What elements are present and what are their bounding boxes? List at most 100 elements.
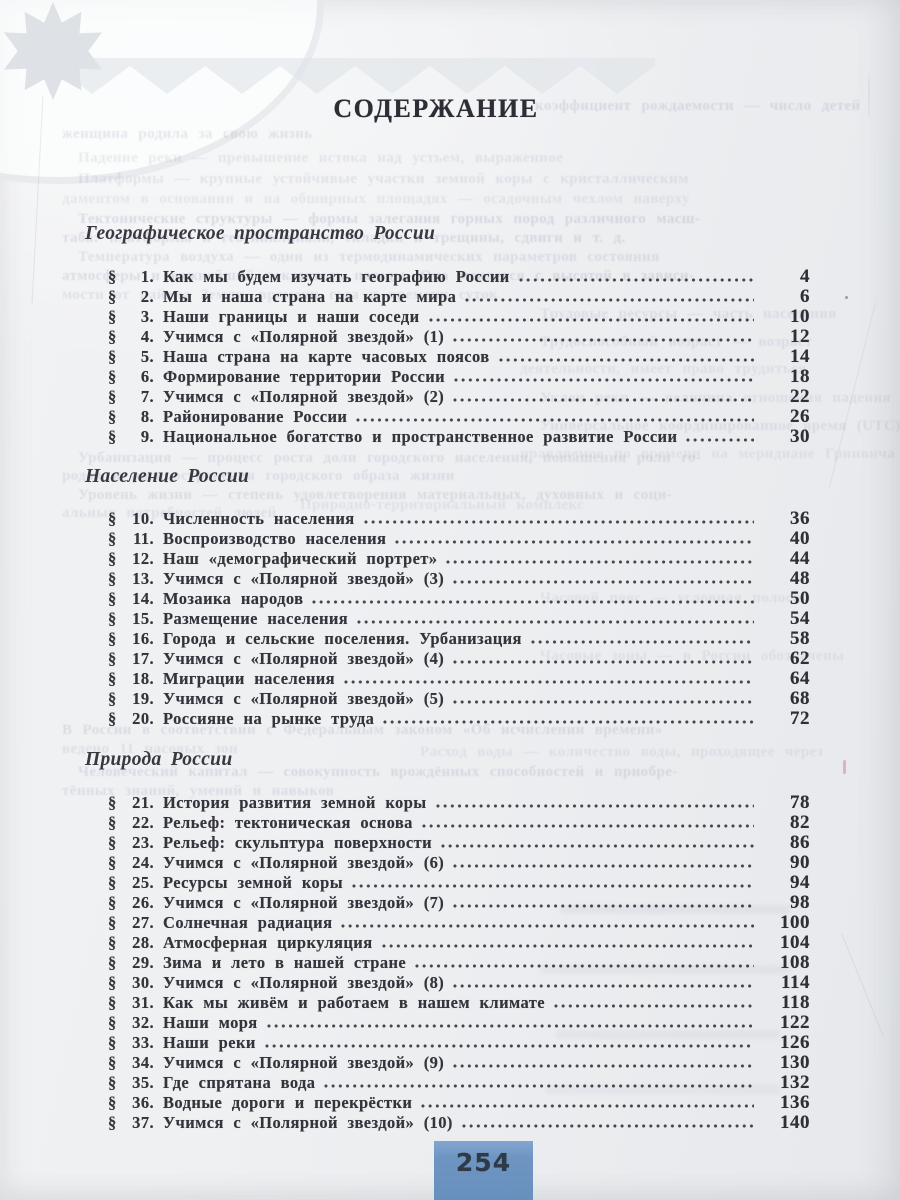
toc-entry: § 26. Учимся с «Полярной звездой» (7) 98 xyxy=(108,892,810,913)
paragraph-symbol: § xyxy=(108,953,117,972)
entry-title: Районирование России xyxy=(163,407,348,426)
entry-number: 13. xyxy=(132,569,154,588)
entry-number: 25. xyxy=(132,873,154,892)
toc-entry: § 2. Мы и наша страна на карте мира 6 xyxy=(108,286,810,307)
paragraph-symbol: § xyxy=(108,1053,117,1072)
entry-page-number: 126 xyxy=(780,1032,810,1053)
entry-title: Размещение населения xyxy=(163,609,349,628)
dot-leader xyxy=(518,278,754,282)
dot-leader xyxy=(453,700,754,704)
paragraph-symbol: § xyxy=(108,609,117,628)
dot-leader xyxy=(453,904,754,908)
toc-entry: § 14. Мозаика народов 50 xyxy=(108,588,810,609)
toc-entry: § 32. Наши моря 122 xyxy=(108,1012,810,1033)
toc-entry: § 19. Учимся с «Полярной звездой» (5) 68 xyxy=(108,688,810,709)
section-entries: § 21. История развития земной коры 78 § 22. Ре… xyxy=(62,792,810,1133)
toc-entry: § 7. Учимся с «Полярной звездой» (2) 22 xyxy=(108,386,810,407)
entry-number: 2. xyxy=(140,287,154,306)
entry-title: Наши границы и наши соседи xyxy=(163,307,420,326)
paragraph-symbol: § xyxy=(108,287,117,306)
paragraph-symbol: § xyxy=(108,327,117,346)
dot-leader xyxy=(357,620,754,624)
entry-page-number: 54 xyxy=(790,608,810,629)
paragraph-symbol: § xyxy=(108,1073,117,1092)
entry-number: 32. xyxy=(132,1013,154,1032)
entry-number: 29. xyxy=(132,953,154,972)
dot-leader xyxy=(421,1104,754,1108)
entry-page-number: 6 xyxy=(800,286,810,307)
entry-number: 22. xyxy=(132,813,154,832)
entry-number: 5. xyxy=(140,347,154,366)
entry-number: 6. xyxy=(140,367,154,386)
entry-page-number: 62 xyxy=(790,648,810,669)
page-number: 254 xyxy=(455,1148,512,1177)
entry-page-number: 44 xyxy=(790,548,810,569)
paragraph-symbol: § xyxy=(108,347,117,366)
paragraph-symbol: § xyxy=(108,993,117,1012)
entry-title: Наш «демографический портрет» xyxy=(163,549,438,568)
paragraph-symbol: § xyxy=(108,629,117,648)
section-entries: § 1. Как мы будем изучать географию России… xyxy=(62,266,810,447)
entry-title: Рельеф: тектоническая основа xyxy=(163,813,413,832)
toc-entry: § 25. Ресурсы земной коры 94 xyxy=(108,872,810,893)
toc-entry: § 17. Учимся с «Полярной звездой» (4) 62 xyxy=(108,648,810,669)
entry-title: Учимся с «Полярной звездой» (2) xyxy=(163,387,445,406)
toc-entry: § 11. Воспроизводство населения 40 xyxy=(108,528,810,549)
dot-leader xyxy=(441,844,754,848)
dot-leader xyxy=(415,964,754,968)
paragraph-symbol: § xyxy=(108,1113,117,1132)
entry-number: 19. xyxy=(132,689,154,708)
toc-entry: § 8. Районирование России 26 xyxy=(108,406,810,427)
entry-number: 23. xyxy=(132,833,154,852)
paragraph-symbol: § xyxy=(108,529,117,548)
toc-entry: § 35. Где спрятана вода 132 xyxy=(108,1072,810,1093)
entry-title: Наши реки xyxy=(163,1033,256,1052)
entry-title: Учимся с «Полярной звездой» (3) xyxy=(163,569,445,588)
paragraph-symbol: § xyxy=(108,709,117,728)
entry-number: 31. xyxy=(132,993,154,1012)
paragraph-symbol: § xyxy=(108,913,117,932)
scan-speck xyxy=(868,72,870,118)
dot-leader xyxy=(453,984,754,988)
entry-page-number: 40 xyxy=(790,528,810,549)
dot-leader xyxy=(363,520,754,524)
dot-leader xyxy=(428,318,754,322)
entry-title: Воспроизводство населения xyxy=(163,529,387,548)
entry-title: Учимся с «Полярной звездой» (8) xyxy=(163,973,445,992)
paragraph-symbol: § xyxy=(108,833,117,852)
entry-page-number: 100 xyxy=(780,912,810,933)
entry-page-number: 94 xyxy=(790,872,810,893)
paragraph-symbol: § xyxy=(108,407,117,426)
scan-speck xyxy=(843,760,846,774)
toc-entry: § 12. Наш «демографический портрет» 44 xyxy=(108,548,810,569)
entry-number: 36. xyxy=(132,1093,154,1112)
toc-entry: § 30. Учимся с «Полярной звездой» (8) 114 xyxy=(108,972,810,993)
entry-page-number: 90 xyxy=(790,852,810,873)
entry-title: Наша страна на карте часовых поясов xyxy=(163,347,490,366)
entry-title: Миграции населения xyxy=(163,669,335,688)
entry-title: Атмосферная циркуляция xyxy=(163,933,373,952)
paragraph-symbol: § xyxy=(108,669,117,688)
entry-page-number: 64 xyxy=(790,668,810,689)
toc-entry: § 37. Учимся с «Полярной звездой» (10) 140 xyxy=(108,1112,810,1133)
toc-entry: § 3. Наши границы и наши соседи 10 xyxy=(108,306,810,327)
dot-leader xyxy=(461,1124,754,1128)
entry-page-number: 130 xyxy=(780,1052,810,1073)
entry-page-number: 48 xyxy=(790,568,810,589)
toc-entry: § 28. Атмосферная циркуляция 104 xyxy=(108,932,810,953)
entry-page-number: 82 xyxy=(790,812,810,833)
paragraph-symbol: § xyxy=(108,589,117,608)
entry-number: 15. xyxy=(132,609,154,628)
dot-leader xyxy=(465,298,754,302)
entry-number: 14. xyxy=(132,589,154,608)
entry-page-number: 122 xyxy=(780,1012,810,1033)
entry-page-number: 12 xyxy=(790,326,810,347)
toc-entry: § 29. Зима и лето в нашей стране 108 xyxy=(108,952,810,973)
toc-entry: § 33. Наши реки 126 xyxy=(108,1032,810,1053)
entry-title: Учимся с «Полярной звездой» (9) xyxy=(163,1053,445,1072)
dot-leader xyxy=(383,720,754,724)
toc-entry: § 4. Учимся с «Полярной звездой» (1) 12 xyxy=(108,326,810,347)
dot-leader xyxy=(435,804,754,808)
entry-title: Как мы живём и работаем в нашем климате xyxy=(163,993,545,1012)
entry-page-number: 98 xyxy=(790,892,810,913)
